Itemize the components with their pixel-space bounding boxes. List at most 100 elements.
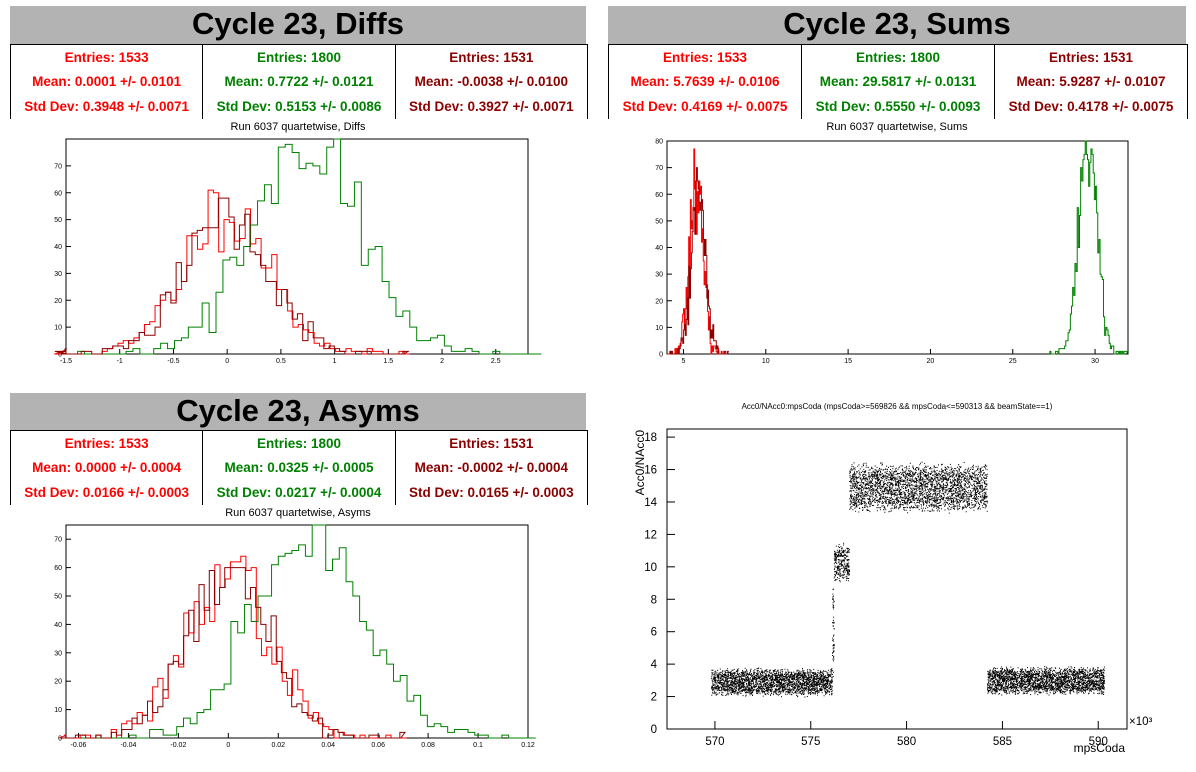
diffs-stats-red: Entries: 1533 Mean: 0.0001 +/- 0.0101 St… xyxy=(11,45,204,119)
x-tick-label: 2.5 xyxy=(491,358,501,365)
y-tick-label: 14 xyxy=(644,497,657,509)
y-tick-label: 30 xyxy=(54,271,62,278)
histogram-series-1 xyxy=(77,138,542,355)
stat-std: Std Dev: 0.4178 +/- 0.0075 xyxy=(1008,99,1174,115)
stat-std: Std Dev: 0.4169 +/- 0.0075 xyxy=(622,99,788,115)
stat-mean: Mean: 5.9287 +/- 0.0107 xyxy=(1016,74,1166,90)
stat-mean: Mean: 0.0325 +/- 0.0005 xyxy=(224,460,374,476)
y-tick-label: 10 xyxy=(655,325,663,332)
y-tick-label: 80 xyxy=(655,139,663,146)
y-tick-label: 70 xyxy=(54,537,62,544)
asyms-stats-red: Entries: 1533 Mean: 0.0000 +/- 0.0004 St… xyxy=(11,431,204,505)
stat-entries: Entries: 1531 xyxy=(449,435,534,451)
y-tick-label: 6 xyxy=(651,627,657,639)
histogram-series-2 xyxy=(54,197,410,355)
scatter-cluster-2 xyxy=(833,542,850,583)
stat-entries: Entries: 1531 xyxy=(449,49,534,65)
y-tick-label: 40 xyxy=(54,244,62,251)
x-tick-label: 575 xyxy=(801,736,820,748)
y-tick-label: 10 xyxy=(54,325,62,332)
diffs-stats-box: Entries: 1533 Mean: 0.0001 +/- 0.0101 St… xyxy=(10,44,588,119)
y-tick-label: 20 xyxy=(54,679,62,686)
y-tick-label: 20 xyxy=(54,298,62,305)
plot-frame xyxy=(666,140,1129,355)
stat-mean: Mean: 29.5817 +/- 0.0131 xyxy=(819,74,977,90)
sums-stats-box: Entries: 1533 Mean: 5.7639 +/- 0.0106 St… xyxy=(608,44,1188,119)
y-tick-label: 0 xyxy=(651,724,657,736)
x-tick-label: -1.5 xyxy=(60,358,72,365)
x-tick-label: 585 xyxy=(993,736,1012,748)
asyms-histogram: -0.06 -0.04 -0.02 0 0.02 0.04 0.06 0.08 0.1 0.12 0… xyxy=(54,524,536,749)
sums-stats-green: Entries: 1800 Mean: 29.5817 +/- 0.0131 S… xyxy=(802,45,995,119)
x-tick-label: -0.06 xyxy=(71,742,87,749)
stat-entries: Entries: 1533 xyxy=(64,435,149,451)
x-tick-label: 0.02 xyxy=(271,742,285,749)
x-tick-label: 1.5 xyxy=(383,358,393,365)
y-tick-label: 2 xyxy=(651,692,657,704)
stat-entries: Entries: 1533 xyxy=(64,49,149,65)
scatter-cluster-0 xyxy=(711,667,833,698)
stat-mean: Mean: -0.0038 +/- 0.0100 xyxy=(414,74,569,90)
sums-histogram: 5 10 15 20 25 30 0 10 20 30 40 50 60 70 80 xyxy=(655,139,1129,365)
y-tick-label: 60 xyxy=(54,190,62,197)
x-tick-label: 0.5 xyxy=(276,358,286,365)
y-tick-label: 40 xyxy=(54,622,62,629)
sums-stats-darkred: Entries: 1531 Mean: 5.9287 +/- 0.0107 St… xyxy=(995,45,1187,119)
stat-std: Std Dev: 0.5153 +/- 0.0086 xyxy=(216,99,382,115)
histogram-series-2 xyxy=(669,167,729,355)
stat-mean: Mean: 0.0001 +/- 0.0101 xyxy=(32,74,182,90)
y-tick-label: 50 xyxy=(54,594,62,601)
x-tick-label: 20 xyxy=(927,358,935,365)
x-tick-label: -0.04 xyxy=(120,742,136,749)
stat-entries: Entries: 1800 xyxy=(855,49,941,65)
stat-std: Std Dev: 0.3927 +/- 0.0071 xyxy=(408,99,574,115)
stat-std: Std Dev: 0.3948 +/- 0.0071 xyxy=(24,99,190,115)
y-tick-label: 10 xyxy=(644,562,657,574)
y-tick-label: 20 xyxy=(655,298,663,305)
x-tick-label: 0.12 xyxy=(521,742,535,749)
stat-std: Std Dev: 0.0165 +/- 0.0003 xyxy=(408,485,574,501)
stat-entries: Entries: 1533 xyxy=(662,49,748,65)
diffs-stats-darkred: Entries: 1531 Mean: -0.0038 +/- 0.0100 S… xyxy=(396,45,587,119)
x-axis-multiplier: ×10³ xyxy=(1129,716,1153,728)
acc0-scatter-plot: 570 575 580 585 590 0 2 4 6 8 10 12 14 16 18 mpsCoda ×10… xyxy=(633,428,1153,755)
scatter-cluster-3 xyxy=(849,461,989,514)
sums-stats-red: Entries: 1533 Mean: 5.7639 +/- 0.0106 St… xyxy=(609,45,802,119)
asyms-heading: Cycle 23, Asyms xyxy=(10,393,586,430)
y-tick-label: 4 xyxy=(651,659,658,671)
y-tick-label: 60 xyxy=(54,565,62,572)
diffs-histogram: -1.5 -1 -0.5 0 0.5 1 1.5 2 2.5 0 10 20 30 40 50 60 70 xyxy=(54,138,542,365)
x-tick-label: 10 xyxy=(762,358,770,365)
x-tick-label: 0.1 xyxy=(473,742,483,749)
plot-frame xyxy=(65,138,529,355)
y-tick-label: 60 xyxy=(655,192,663,199)
y-tick-label: 0 xyxy=(58,736,62,743)
asyms-stats-box: Entries: 1533 Mean: 0.0000 +/- 0.0004 St… xyxy=(10,430,588,505)
sums-heading: Cycle 23, Sums xyxy=(608,6,1186,44)
stat-mean: Mean: -0.0002 +/- 0.0004 xyxy=(414,460,569,476)
plot-frame xyxy=(65,524,529,739)
x-tick-label: 0 xyxy=(225,358,229,365)
histogram-series-2 xyxy=(59,567,406,739)
y-tick-label: 70 xyxy=(54,163,62,170)
histogram-series-1 xyxy=(81,524,536,739)
y-tick-label: 40 xyxy=(655,245,663,252)
histogram-series-0 xyxy=(667,148,726,355)
stat-std: Std Dev: 0.0217 +/- 0.0004 xyxy=(216,485,382,501)
x-tick-label: 5 xyxy=(682,358,686,365)
x-tick-label: -0.5 xyxy=(167,358,179,365)
scatter-points xyxy=(711,461,1105,698)
x-tick-label: 2 xyxy=(440,358,444,365)
plot-frame xyxy=(666,428,1128,730)
stat-mean: Mean: 0.0000 +/- 0.0004 xyxy=(32,460,182,476)
y-tick-label: 16 xyxy=(644,465,657,477)
x-tick-label: 15 xyxy=(844,358,852,365)
stat-mean: Mean: 0.7722 +/- 0.0121 xyxy=(224,74,374,90)
y-tick-label: 30 xyxy=(655,272,663,279)
sums-plot-title: Run 6037 quartetwise, Sums xyxy=(826,121,968,133)
x-tick-label: 0.08 xyxy=(421,742,435,749)
x-tick-label: -0.02 xyxy=(170,742,186,749)
x-tick-label: 25 xyxy=(1009,358,1017,365)
histogram-series-1 xyxy=(1049,140,1129,355)
diffs-heading: Cycle 23, Diffs xyxy=(10,6,586,44)
